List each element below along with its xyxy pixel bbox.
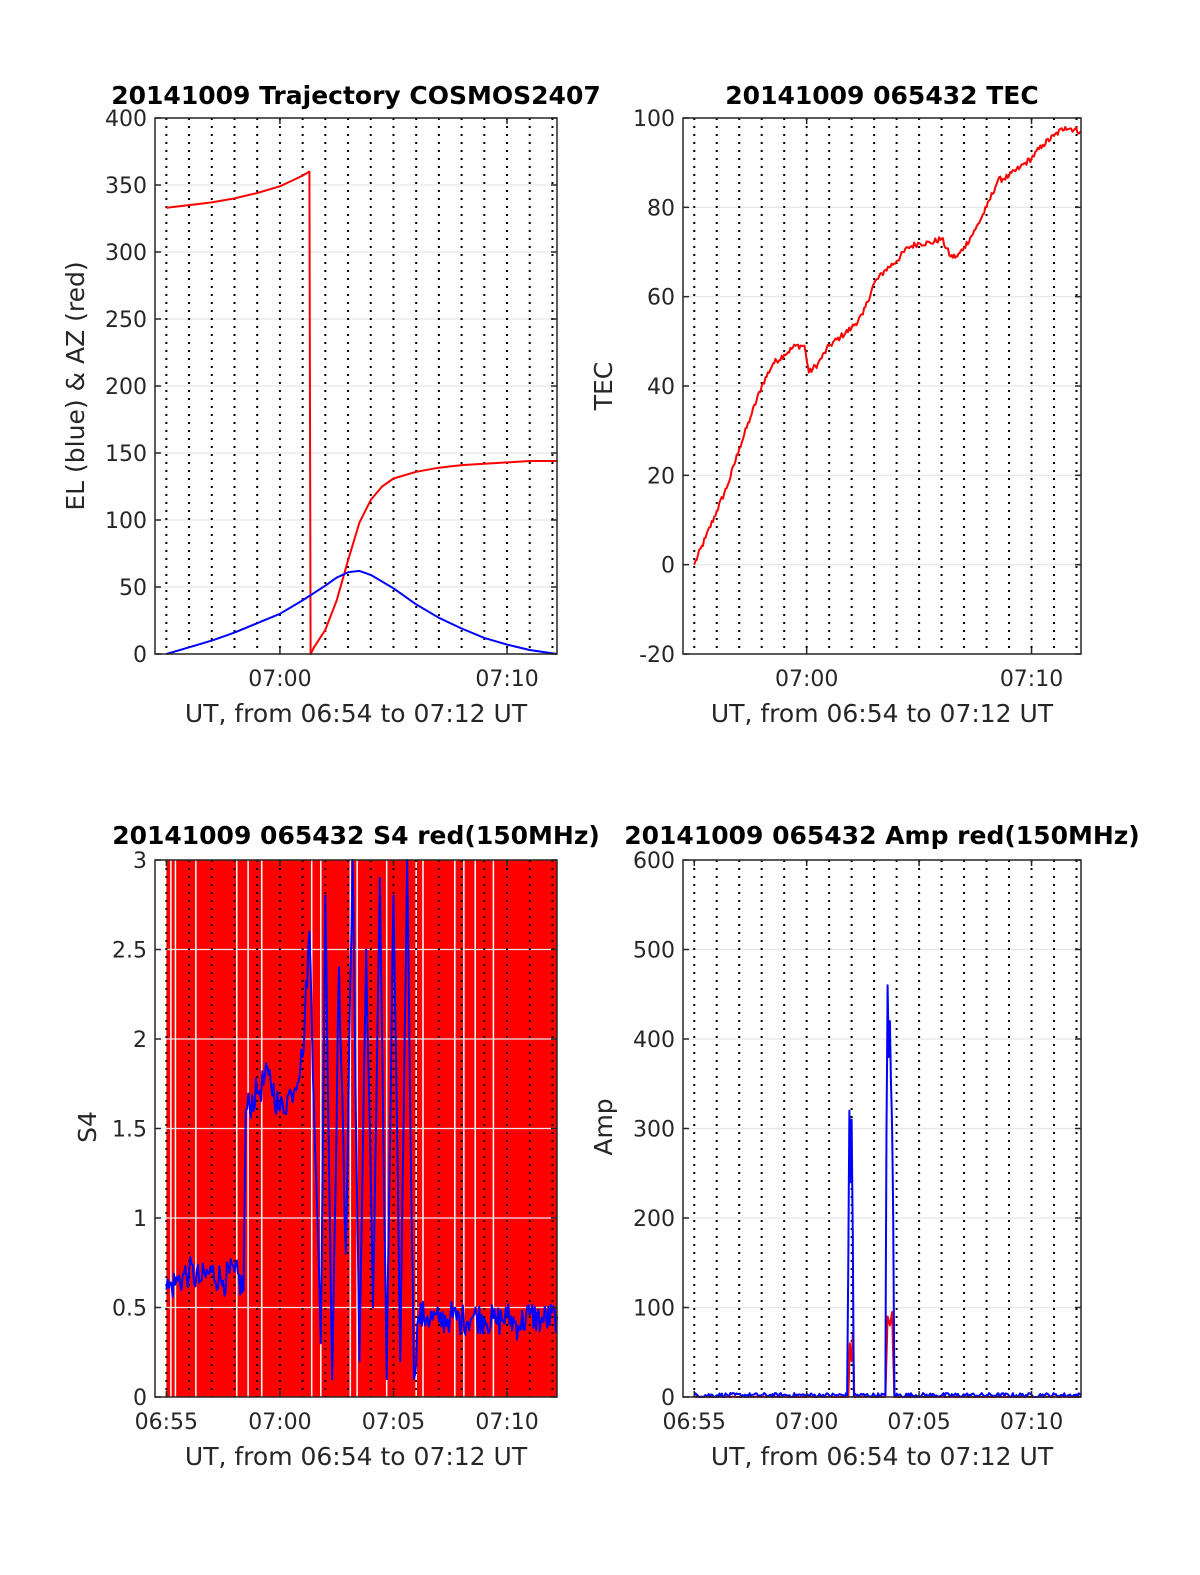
tec-y-tick-label: 20	[647, 464, 675, 489]
trajectory-chart: 0 50 100 150 200 250 300 350 400 07:00 07:10 20141…	[61, 81, 601, 728]
traj-x-tick-label: 07:10	[475, 667, 538, 692]
tec-series-0-line	[693, 125, 1082, 566]
tec-chart: -20 0 20 40 60 80 100 07:00 07:10 20141009 06543…	[589, 81, 1082, 728]
amp-plot-area: 0 100 200 300 400 500 600 06:55 07:00 07:05 07:10	[633, 849, 1082, 1435]
amp-x-tick-label: 06:55	[663, 1410, 726, 1435]
tec-chart-title: 20141009 065432 TEC	[725, 81, 1038, 110]
traj-x-tick-label: 07:00	[248, 667, 311, 692]
s4-chart: 0 0.5 1 1.5 2 2.5 3 06:55 07:00 07:05 07:10 201410…	[73, 821, 600, 1471]
tec-x-tick-label: 07:10	[1000, 667, 1063, 692]
amp-x-tick-label: 07:00	[775, 1410, 838, 1435]
tec-plot-area: -20 0 20 40 60 80 100 07:00 07:10	[633, 107, 1082, 692]
s4-chart-title: 20141009 065432 S4 red(150MHz)	[112, 821, 600, 850]
amp-y-axis-label: Amp	[589, 1098, 618, 1155]
trajectory-chart-title: 20141009 Trajectory COSMOS2407	[111, 81, 601, 110]
tec-y-tick-label: 100	[633, 107, 675, 132]
amp-series-1-line	[693, 984, 1082, 1398]
s4-x-tick-label: 07:00	[248, 1410, 311, 1435]
traj-y-tick-label: 150	[105, 442, 147, 467]
s4-y-tick-label: 2	[133, 1028, 147, 1053]
traj-y-tick-label: 300	[105, 241, 147, 266]
tec-x-axis-label: UT, from 06:54 to 07:12 UT	[711, 699, 1054, 728]
tec-y-tick-label: 0	[661, 554, 675, 579]
trajectory-y-axis-label: EL (blue) & AZ (red)	[61, 261, 90, 510]
amp-y-tick-label: 100	[633, 1297, 675, 1322]
amp-x-axis-label: UT, from 06:54 to 07:12 UT	[711, 1442, 1054, 1471]
traj-y-tick-label: 100	[105, 509, 147, 534]
amp-chart-title: 20141009 065432 Amp red(150MHz)	[624, 821, 1140, 850]
s4-x-tick-label: 07:10	[475, 1410, 538, 1435]
tec-y-tick-label: 40	[647, 375, 675, 400]
tec-y-tick-label: 60	[647, 286, 675, 311]
s4-y-tick-label: 2.5	[112, 939, 147, 964]
s4-x-axis-label: UT, from 06:54 to 07:12 UT	[185, 1442, 528, 1471]
s4-x-tick-label: 07:05	[362, 1410, 425, 1435]
s4-y-tick-label: 3	[133, 849, 147, 874]
trajectory-plot-area: 0 50 100 150 200 250 300 350 400 07:00 07:10	[105, 107, 558, 692]
traj-y-tick-label: 0	[133, 643, 147, 668]
amp-y-tick-label: 400	[633, 1028, 675, 1053]
traj-y-tick-label: 50	[119, 576, 147, 601]
traj-y-tick-label: 200	[105, 375, 147, 400]
amp-x-tick-label: 07:05	[887, 1410, 950, 1435]
tec-x-tick-label: 07:00	[775, 667, 838, 692]
amp-x-tick-label: 07:10	[1000, 1410, 1063, 1435]
s4-y-tick-label: 0.5	[112, 1297, 147, 1322]
s4-x-tick-label: 06:55	[135, 1410, 198, 1435]
amp-y-tick-label: 0	[661, 1386, 675, 1411]
s4-y-tick-label: 0	[133, 1386, 147, 1411]
traj-series-1-line	[166, 569, 558, 655]
traj-y-tick-label: 400	[105, 107, 147, 132]
s4-series-0-line	[165, 859, 558, 1381]
amp-y-tick-label: 300	[633, 1118, 675, 1143]
amp-y-tick-label: 200	[633, 1207, 675, 1232]
s4-y-axis-label: S4	[73, 1111, 102, 1143]
amp-y-tick-label: 600	[633, 849, 675, 874]
tec-y-tick-label: -20	[639, 643, 675, 668]
s4-plot-area: 0 0.5 1 1.5 2 2.5 3 06:55 07:00 07:05 07:10	[112, 849, 558, 1435]
traj-series-0-line	[166, 170, 557, 655]
trajectory-x-axis-label: UT, from 06:54 to 07:12 UT	[185, 699, 528, 728]
tec-y-axis-label: TEC	[589, 362, 618, 412]
s4-y-tick-label: 1.5	[112, 1118, 147, 1143]
amp-y-tick-label: 500	[633, 939, 675, 964]
s4-y-tick-label: 1	[133, 1207, 147, 1232]
tec-y-tick-label: 80	[647, 196, 675, 221]
traj-y-tick-label: 250	[105, 308, 147, 333]
traj-y-tick-label: 350	[105, 174, 147, 199]
